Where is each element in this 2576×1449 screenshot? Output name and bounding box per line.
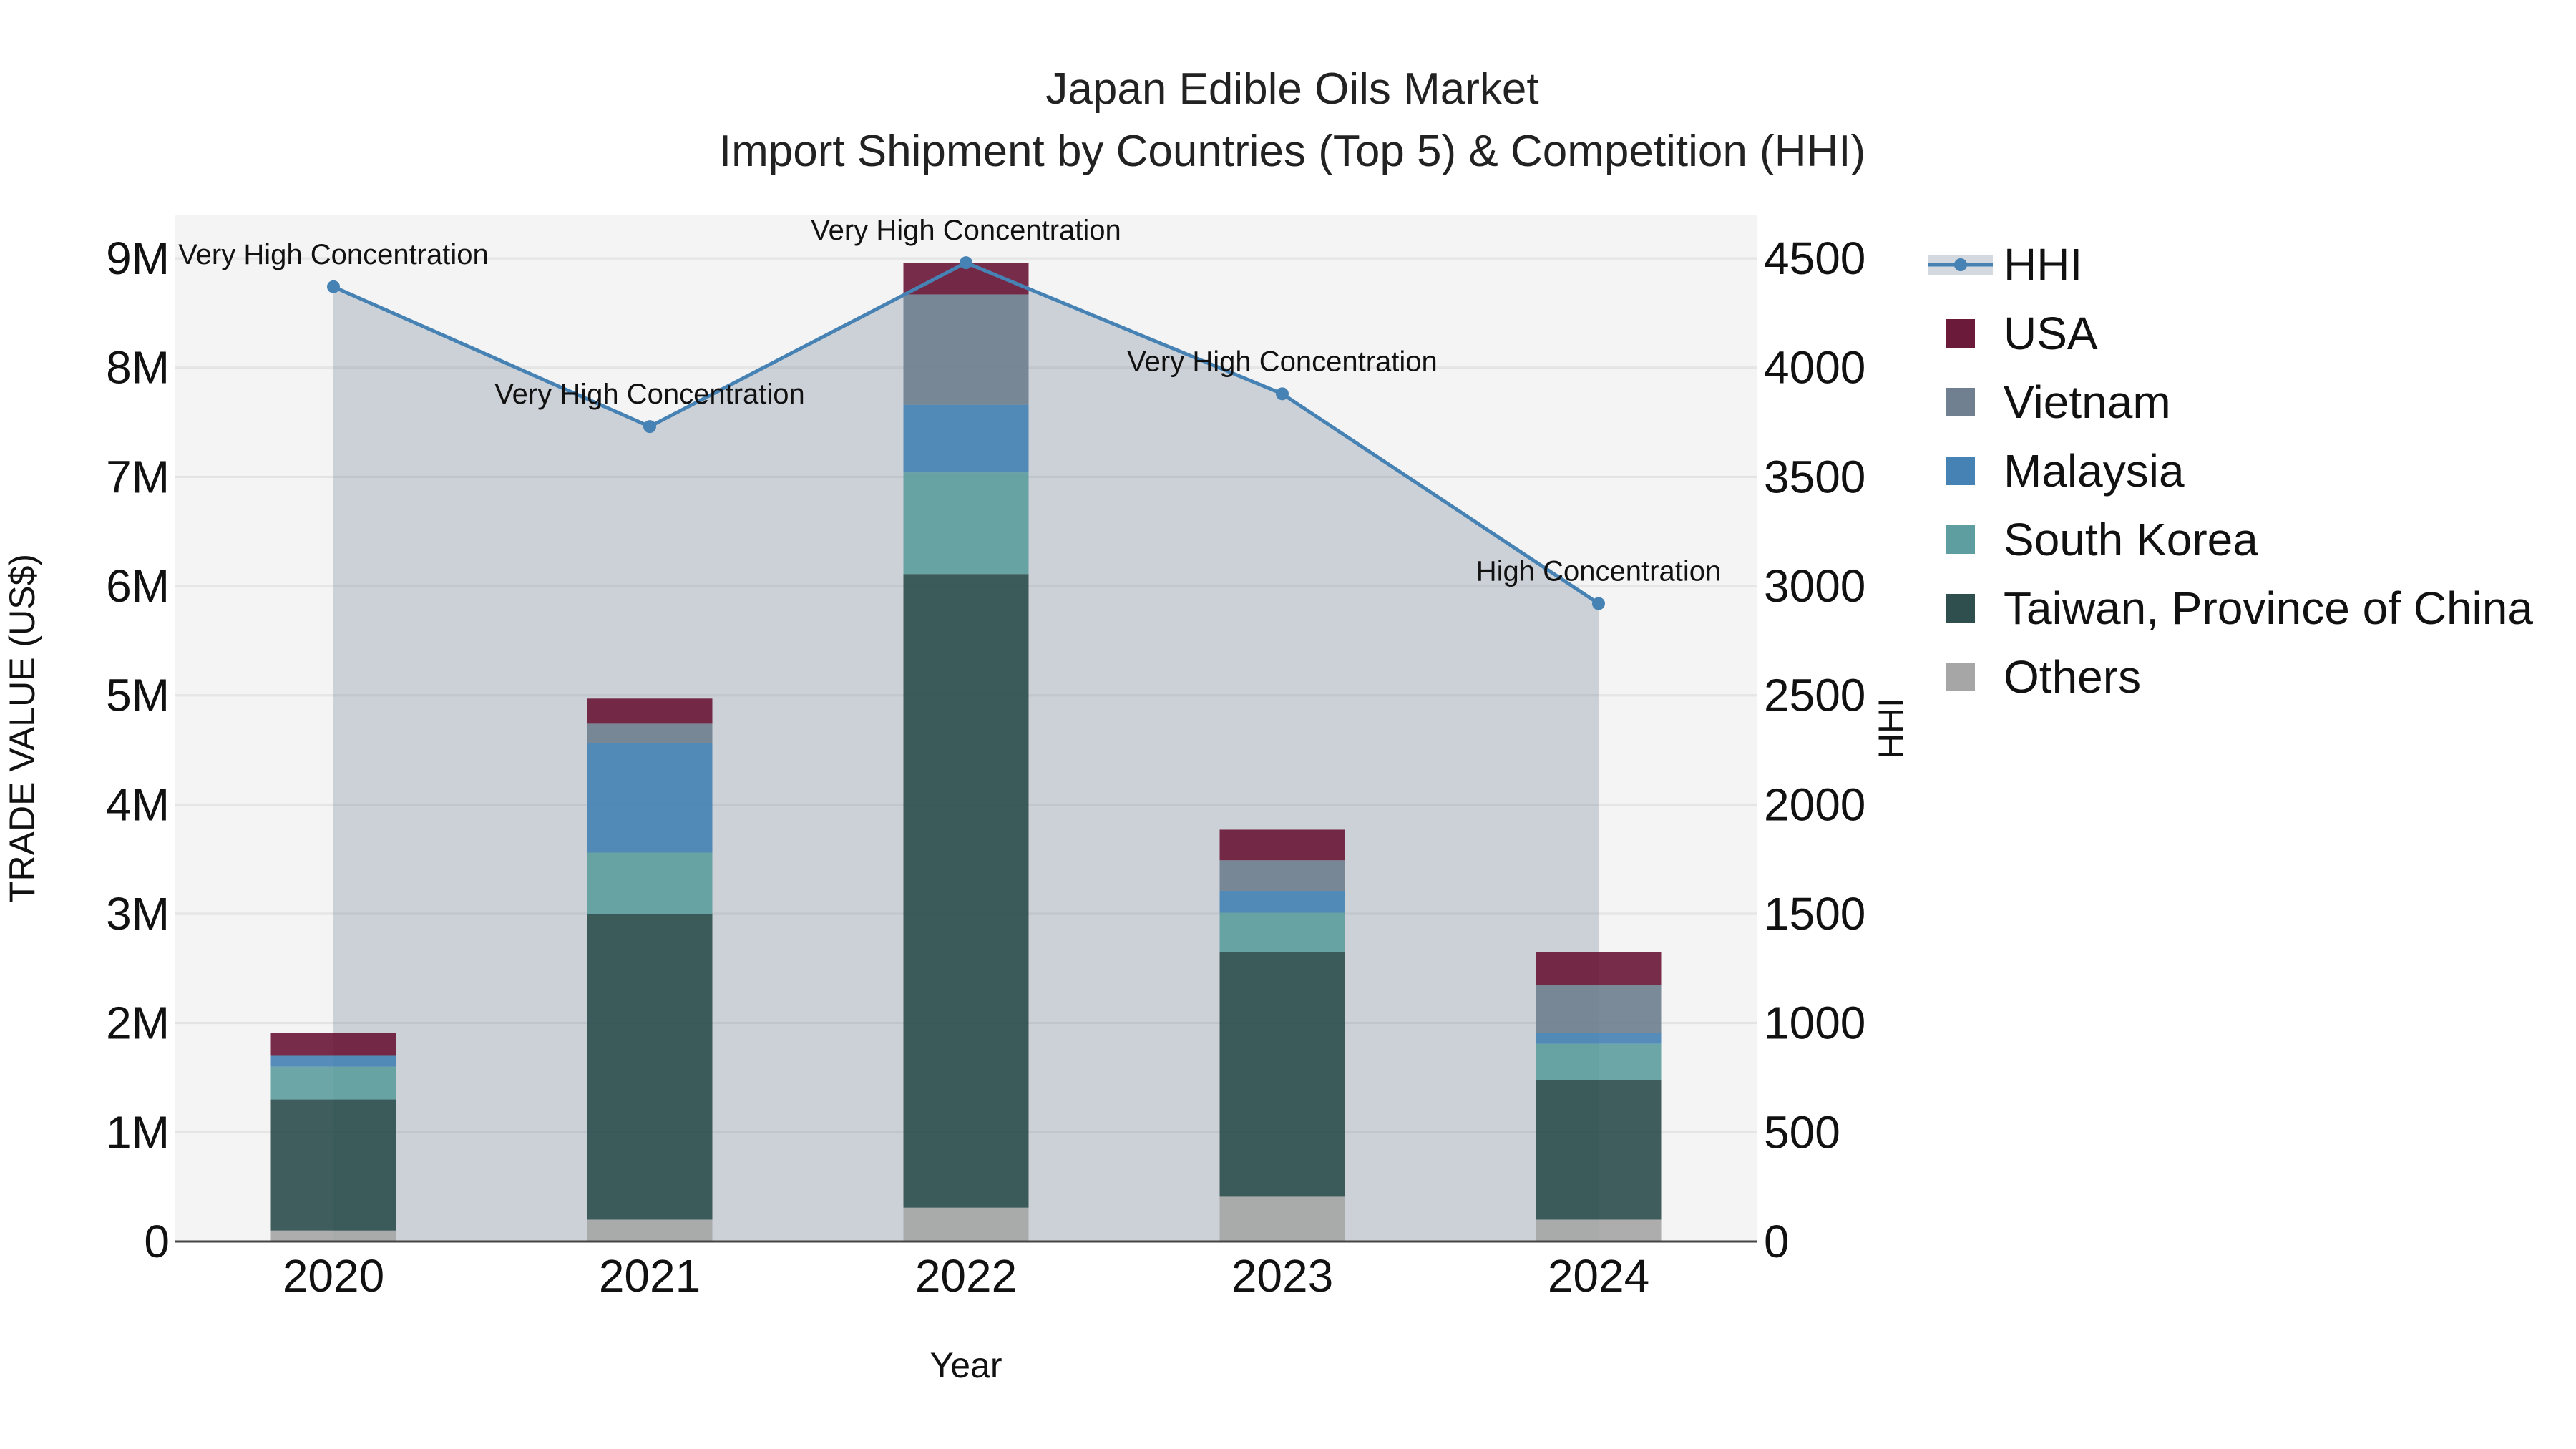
bar-segment (1536, 1043, 1662, 1080)
bar-segment (1219, 829, 1345, 861)
legend-item[interactable]: Vietnam (1946, 376, 2171, 428)
legend-swatch (1946, 525, 1975, 554)
x-tick-label: 2023 (1231, 1250, 1333, 1302)
hhi-annotation: Very High Concentration (178, 239, 489, 270)
x-tick-label: 2021 (599, 1250, 701, 1302)
legend-label: South Korea (2004, 514, 2258, 565)
legend-swatch (1946, 388, 1975, 416)
y2-tick-label: 1500 (1764, 888, 1865, 940)
bars-layer (270, 263, 1662, 1241)
bar-segment (1219, 912, 1345, 952)
axis-layer: 0 1M 2M 3M 4M 5M 6M 7M 8M 9M 0 500 1000 1500 2000 2500 3… (106, 233, 1865, 1302)
bar-segment (270, 1230, 396, 1241)
y-tick-label: 0 (144, 1216, 170, 1267)
legend-item[interactable]: Malaysia (1946, 445, 2185, 497)
y-tick-label: 2M (106, 997, 170, 1049)
y-tick-label: 7M (106, 451, 170, 502)
y-tick-label: 5M (106, 670, 170, 721)
y2-tick-label: 500 (1764, 1106, 1840, 1158)
hhi-annotation: High Concentration (1476, 555, 1721, 587)
y2-tick-label: 4000 (1764, 342, 1865, 394)
y2-axis-title: HHI (1871, 698, 1911, 759)
legend-swatch (1946, 663, 1975, 691)
hhi-annotation: Very High Concentration (811, 215, 1121, 246)
legend-item[interactable]: HHI (1928, 239, 2082, 291)
bar-segment (1536, 1219, 1662, 1241)
legend-swatch-marker (1954, 258, 1967, 271)
y-axis-title: TRADE VALUE (US$) (2, 554, 42, 903)
y2-tick-label: 3500 (1764, 451, 1865, 502)
legend-label: Others (2004, 651, 2141, 703)
hhi-point (327, 280, 340, 293)
legend-label: Taiwan, Province of China (2004, 582, 2533, 634)
bar-segment (903, 404, 1029, 473)
bar-segment (587, 723, 713, 743)
legend-label: USA (2004, 308, 2098, 359)
x-axis-title: Year (930, 1345, 1002, 1385)
hhi-line-layer (327, 256, 1605, 610)
bar-segment (587, 1219, 713, 1241)
bar-segment (270, 1099, 396, 1231)
bar-segment (587, 698, 713, 724)
bar-segment (1219, 860, 1345, 891)
hhi-point (643, 420, 656, 434)
bar-segment (587, 852, 713, 914)
legend-label: HHI (2004, 239, 2082, 291)
bar-segment (1536, 1033, 1662, 1044)
x-tick-label: 2022 (915, 1250, 1017, 1302)
bar-segment (1219, 1196, 1345, 1241)
chart-subtitle: Import Shipment by Countries (Top 5) & C… (719, 127, 1865, 176)
bar-segment (270, 1066, 396, 1100)
y2-tick-label: 1000 (1764, 997, 1865, 1049)
legend-item[interactable]: Others (1946, 651, 2141, 703)
bar-segment (1536, 985, 1662, 1033)
bar-segment (1219, 890, 1345, 913)
bar-segment (270, 1055, 396, 1067)
y-tick-label: 9M (106, 233, 170, 284)
hhi-point (960, 256, 972, 270)
legend-item[interactable]: USA (1946, 308, 2098, 359)
y2-tick-label: 2500 (1764, 670, 1865, 721)
hhi-annotation: Very High Concentration (1127, 346, 1438, 377)
legend-label: Malaysia (2004, 445, 2185, 497)
y-tick-label: 3M (106, 888, 170, 940)
y-tick-label: 1M (106, 1106, 170, 1158)
y-tick-label: 8M (106, 342, 170, 394)
y2-tick-label: 0 (1764, 1216, 1790, 1267)
bar-segment (587, 743, 713, 853)
x-tick-label: 2024 (1548, 1250, 1649, 1302)
bar-segment (270, 1033, 396, 1056)
bar-segment (587, 914, 713, 1220)
hhi-point (1592, 597, 1605, 610)
legend-swatch (1946, 319, 1975, 348)
x-tick-label: 2020 (283, 1250, 384, 1302)
bar-segment (903, 574, 1029, 1208)
legend-label: Vietnam (2004, 376, 2171, 428)
y2-tick-label: 2000 (1764, 779, 1865, 830)
y-tick-label: 6M (106, 560, 170, 612)
y-tick-label: 4M (106, 779, 170, 830)
legend-item[interactable]: South Korea (1946, 514, 2258, 565)
legend-swatch (1946, 457, 1975, 485)
bar-segment (903, 1207, 1029, 1241)
bar-segment (903, 294, 1029, 405)
annotation-layer: Very High Concentration Very High Concent… (178, 215, 1721, 587)
bar-segment (903, 472, 1029, 575)
y2-tick-label: 4500 (1764, 233, 1865, 284)
hhi-point (1276, 387, 1289, 401)
y2-tick-label: 3000 (1764, 560, 1865, 612)
chart-title: Japan Edible Oils Market (1045, 64, 1538, 114)
legend[interactable]: HHI USA Vietnam Malaysia South Korea Taiwan, … (1928, 239, 2533, 703)
legend-item[interactable]: Taiwan, Province of China (1946, 582, 2533, 634)
bar-segment (1536, 952, 1662, 985)
bar-segment (1219, 952, 1345, 1197)
bar-segment (1536, 1080, 1662, 1220)
hhi-annotation: Very High Concentration (494, 379, 805, 410)
legend-swatch (1946, 594, 1975, 623)
